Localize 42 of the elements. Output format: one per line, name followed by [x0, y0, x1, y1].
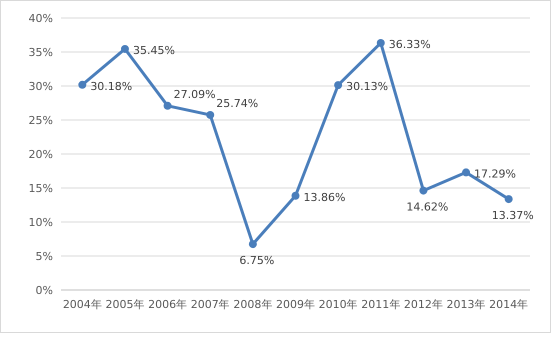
data-label: 35.45% — [132, 44, 175, 57]
data-label: 13.86% — [304, 190, 346, 204]
point — [334, 81, 342, 90]
y-tick-label: 5% — [36, 250, 53, 263]
point — [419, 186, 428, 195]
point — [376, 38, 385, 47]
x-tick-label: 2005年 — [105, 298, 144, 311]
data-label: 25.74% — [216, 96, 258, 110]
data-label: 6.75% — [239, 254, 274, 268]
point — [504, 195, 513, 204]
y-tick-label: 20% — [28, 148, 53, 161]
x-tick-label: 2010年 — [318, 298, 358, 311]
x-tick-label: 2008年 — [233, 298, 272, 311]
data-label: 36.33% — [388, 38, 431, 51]
point — [206, 110, 214, 119]
point — [292, 192, 300, 200]
y-tick-label: 40% — [28, 12, 53, 25]
data-label: 30.18% — [90, 80, 132, 93]
y-tick-label: 35% — [28, 46, 53, 59]
data-label: 27.09% — [174, 88, 216, 101]
x-tick-label: 2012年 — [404, 298, 443, 311]
point — [120, 44, 129, 53]
y-tick-label: 30% — [28, 80, 53, 93]
y-tick-label: 25% — [28, 114, 53, 127]
x-tick-label: 2007年 — [190, 298, 230, 311]
x-tick-label: 2009年 — [276, 298, 315, 311]
point — [248, 240, 257, 248]
x-tick-label: 2011年 — [361, 298, 400, 311]
y-tick-label: 0% — [36, 284, 53, 297]
point — [78, 80, 86, 89]
x-tick-label: 2006年 — [148, 298, 188, 311]
data-label: 14.62% — [406, 200, 448, 214]
x-tick-label: 2013年 — [446, 298, 486, 311]
point — [164, 102, 172, 110]
x-tick-label: 2014年 — [489, 298, 528, 311]
data-label: 30.13% — [346, 80, 388, 94]
point — [462, 168, 470, 176]
data-label: 13.37% — [492, 209, 534, 222]
y-tick-label: 15% — [28, 182, 53, 195]
x-tick-label: 2004年 — [62, 298, 102, 311]
data-label: 17.29% — [474, 167, 516, 180]
y-tick-label: 10% — [28, 216, 53, 229]
